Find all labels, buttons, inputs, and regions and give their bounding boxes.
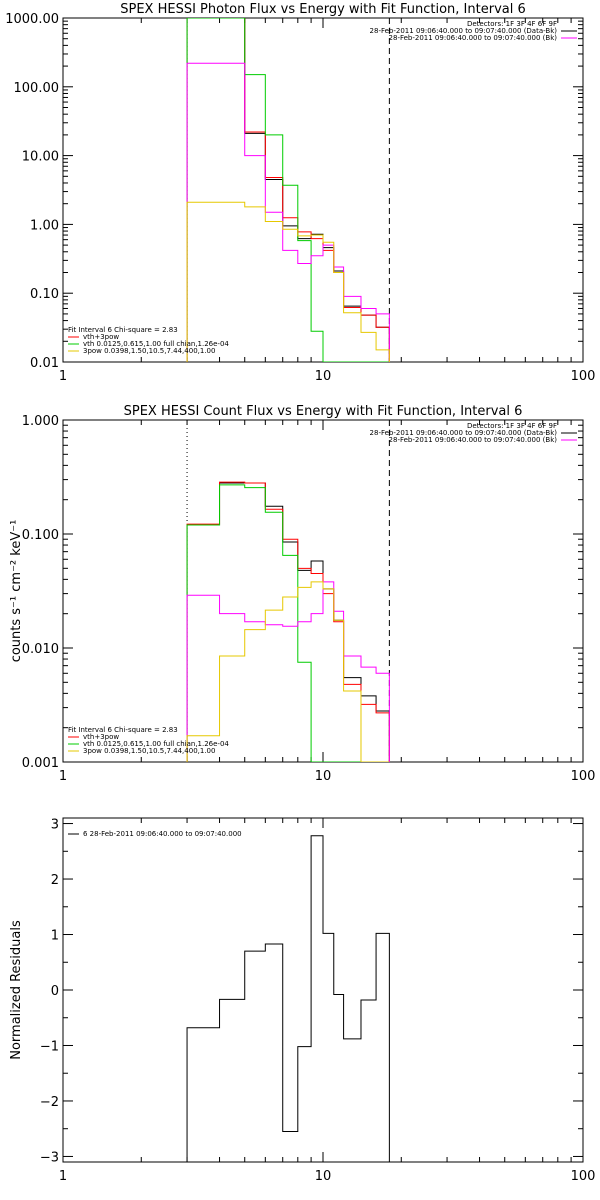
chart-title: SPEX HESSI Count Flux vs Energy with Fit… xyxy=(124,404,523,419)
plot-frame xyxy=(62,17,584,363)
x-tick-label: 100 xyxy=(571,1169,596,1184)
legend-left-text: 3pow 0.0398,1.50,10.5,7.44,400,1.00 xyxy=(83,347,215,355)
series-line-2 xyxy=(186,18,390,362)
chart-3: 1 10 100 −3 −2 −1 0 1 2 3 Normalized Residuals 6 28… xyxy=(9,817,596,1184)
chart-2: SPEX HESSI Count Flux vs Energy with Fit… xyxy=(9,404,595,784)
y-tick-label: 1 xyxy=(51,929,59,944)
x-tick-label: 1 xyxy=(59,1169,67,1184)
y-tick-label: 1.00 xyxy=(30,218,59,233)
plot-area xyxy=(186,481,390,762)
legend-right-text: 28-Feb-2011 09:06:40.000 to 09:07:40.000… xyxy=(370,429,558,437)
legend-left-text: vth 0.0125,0.615,1.00 full chian,1.26e-0… xyxy=(83,740,229,748)
y-tick-label: 1.000 xyxy=(22,414,59,429)
x-tick-label: 1 xyxy=(59,769,67,784)
y-tick-label: −3 xyxy=(40,1150,59,1165)
y-tick-label: 10.00 xyxy=(22,150,59,165)
plot-area xyxy=(186,18,390,362)
y-axis-label: counts s⁻¹ cm⁻² keV⁻¹ xyxy=(9,520,24,663)
plot-area xyxy=(186,835,390,1162)
chart-1: SPEX HESSI Photon Flux vs Energy with Fi… xyxy=(5,2,595,384)
legend-right-text: Detectors: 1F 3F 4F 6F 9F xyxy=(467,422,557,430)
legend-left-text: vth+3pow xyxy=(83,733,119,741)
series-line-3 xyxy=(186,18,390,362)
y-tick-label: 100.00 xyxy=(14,81,60,96)
x-tick-label: 10 xyxy=(315,769,332,784)
series-line-5 xyxy=(186,581,390,762)
x-tick-label: 100 xyxy=(571,769,596,784)
y-tick-label: −1 xyxy=(40,1039,59,1054)
series-line-1 xyxy=(186,18,390,362)
legend-left-text: 6 28-Feb-2011 09:06:40.000 to 09:07:40.0… xyxy=(83,830,242,838)
legend-left-text: vth+3pow xyxy=(83,333,119,341)
series-line-1 xyxy=(186,835,390,1162)
legend-left-text: 3pow 0.0398,1.50,10.5,7.44,400,1.00 xyxy=(83,747,215,755)
x-tick-label: 1 xyxy=(59,369,67,384)
series-line-3 xyxy=(186,484,390,762)
y-tick-label: 3 xyxy=(51,818,59,833)
y-tick-label: 0.001 xyxy=(22,756,59,771)
series-line-2 xyxy=(186,481,390,762)
x-tick-label: 10 xyxy=(315,369,332,384)
series-line-5 xyxy=(186,201,390,362)
y-tick-label: 2 xyxy=(51,873,59,888)
chart-title: SPEX HESSI Photon Flux vs Energy with Fi… xyxy=(120,2,526,17)
legend-right-text: Detectors: 1F 3F 4F 6F 9F xyxy=(467,20,557,28)
series-line-4 xyxy=(186,581,390,762)
x-tick-label: 10 xyxy=(315,1169,332,1184)
y-tick-label: 1000.00 xyxy=(5,12,59,27)
y-tick-label: 0 xyxy=(51,984,59,999)
legend-right-text: 28-Feb-2011 09:06:40.000 to 09:07:40.000… xyxy=(370,27,558,35)
y-tick-label: 0.10 xyxy=(30,287,59,302)
series-line-4 xyxy=(186,62,390,362)
legend-right-text: 28-Feb-2011 09:06:40.000 to 09:07:40.000… xyxy=(389,436,558,444)
legend-right-text: 28-Feb-2011 09:06:40.000 to 09:07:40.000… xyxy=(389,34,558,42)
legend-left-header: Fit Interval 6 Chi-square = 2.83 xyxy=(68,326,178,334)
y-axis-label: Normalized Residuals xyxy=(9,920,24,1060)
y-tick-label: −2 xyxy=(40,1095,59,1110)
legend-left-header: Fit Interval 6 Chi-square = 2.83 xyxy=(68,726,178,734)
legend-left-text: vth 0.0125,0.615,1.00 full chian,1.26e-0… xyxy=(83,340,229,348)
y-tick-label: 0.100 xyxy=(22,528,59,543)
y-tick-label: 0.010 xyxy=(22,642,59,657)
x-tick-label: 100 xyxy=(571,369,596,384)
y-tick-label: 0.01 xyxy=(30,356,59,371)
